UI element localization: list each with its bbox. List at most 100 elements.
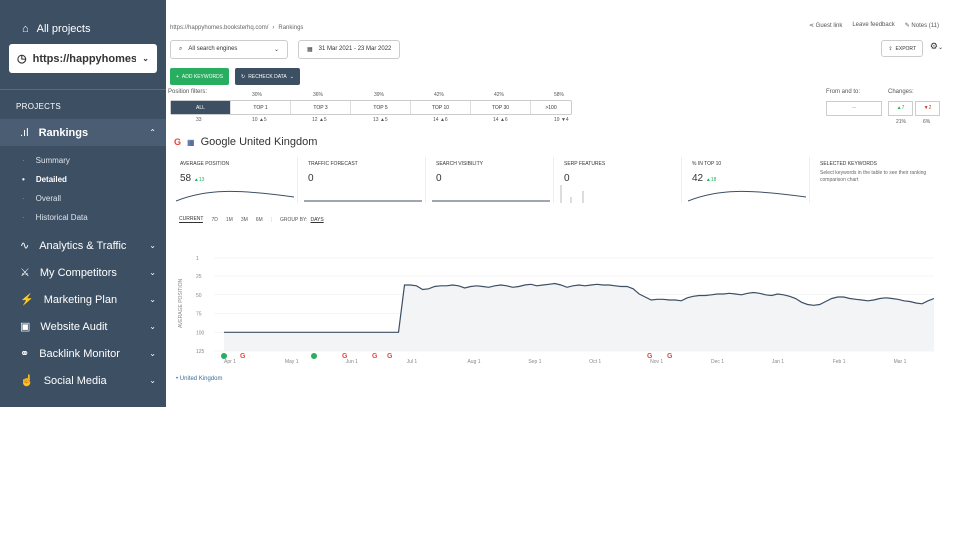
x-tick-label: Apr 1 <box>224 359 236 365</box>
sidebar-item-rankings[interactable]: .ıl Rankings ⌃ <box>0 119 166 146</box>
google-update-icon: G <box>667 353 673 360</box>
x-tick-label: Jul 1 <box>407 359 418 365</box>
google-update-icon: G <box>387 353 393 360</box>
chevron-down-icon: ⌄ <box>149 295 156 304</box>
all-projects-link[interactable]: ⌂ All projects <box>0 18 166 40</box>
x-tick-label: Jan 1 <box>772 359 784 365</box>
card-label: SEARCH VISIBILITY <box>436 161 483 167</box>
recheck-data-button[interactable]: ↻ RECHECK DATA ⌄ <box>235 68 300 85</box>
tab-6m[interactable]: 6M <box>255 216 263 223</box>
card-label: % IN TOP 10 <box>692 161 722 167</box>
tab-current[interactable]: CURRENT <box>179 216 204 223</box>
sidebar-item-backlinks[interactable]: ⚭ Backlink Monitor ⌄ <box>0 340 166 367</box>
card-label: SELECTED KEYWORDS <box>820 161 877 167</box>
y-tick-label: 100 <box>196 330 205 336</box>
filter-tab-top3[interactable]: TOP 3 <box>291 101 351 114</box>
y-axis-label: AVERAGE POSITION <box>178 279 184 328</box>
main-content: https://happyhomes.booksterhq.com/ › Ran… <box>166 18 959 407</box>
filter-count: 14 ▲6 <box>433 117 448 123</box>
card-average-position[interactable]: AVERAGE POSITION 58 ▲13 <box>170 157 298 203</box>
guest-link[interactable]: ⋖ Guest link <box>809 22 842 29</box>
summary-label: Summary <box>35 156 70 165</box>
export-button[interactable]: ⇪ EXPORT <box>881 40 923 57</box>
filter-tab-all[interactable]: ALL <box>171 101 231 114</box>
filter-tab-top30[interactable]: TOP 30 <box>471 101 531 114</box>
sub-item-overall[interactable]: · Overall <box>0 189 166 208</box>
chevron-down-icon: ⌄ <box>289 73 294 80</box>
period-tabs: CURRENT 7D 1M 3M 6M | GROUP BY: DAYS <box>166 216 959 223</box>
leave-feedback-link[interactable]: Leave feedback <box>852 22 895 28</box>
domain-value: https://happyhomes.... <box>32 52 137 65</box>
group-by-label: GROUP BY: <box>280 216 308 223</box>
sidebar-item-audit[interactable]: ▣ Website Audit ⌄ <box>0 313 166 340</box>
filter-tab-over100[interactable]: >100 <box>545 104 557 111</box>
clock-icon: ◷ <box>17 53 27 65</box>
card-serp-features[interactable]: SERP FEATURES 0 <box>554 157 682 203</box>
add-keywords-button[interactable]: + ADD KEYWORDS <box>170 68 230 85</box>
notes-label: Notes (11) <box>911 23 939 29</box>
metric-cards: AVERAGE POSITION 58 ▲13 TRAFFIC FORECAST… <box>166 157 959 203</box>
changes-down-box[interactable]: ▼2 <box>915 101 940 116</box>
sub-item-historical[interactable]: · Historical Data <box>0 208 166 227</box>
tab-3m[interactable]: 3M <box>240 216 248 223</box>
changes-up-pct: 21% <box>896 119 907 125</box>
position-filters-label: Position filters: <box>168 89 208 95</box>
card-search-visibility[interactable]: SEARCH VISIBILITY 0 <box>426 157 554 203</box>
search-engine-select[interactable]: ⌕ All search engines ⌄ <box>170 39 288 59</box>
x-tick-label: Jun 1 <box>346 359 358 365</box>
settings-button[interactable]: ⚙⌄ <box>930 41 943 52</box>
search-engine-heading: G ▦ Google United Kingdom <box>166 133 959 151</box>
chevron-down-icon: ⌄ <box>149 241 156 250</box>
bullet-icon: · <box>22 156 25 165</box>
tab-1m[interactable]: 1M <box>225 216 233 223</box>
sub-item-detailed[interactable]: • Detailed <box>0 170 166 189</box>
marketing-icon: ⚡ <box>20 294 34 306</box>
chevron-up-icon: ⌃ <box>149 128 156 137</box>
filter-count: 14 ▲6 <box>493 117 508 123</box>
sidebar-item-marketing[interactable]: ⚡ Marketing Plan ⌄ <box>0 286 166 313</box>
breadcrumb-site[interactable]: https://happyhomes.booksterhq.com/ <box>170 25 269 31</box>
date-range-picker[interactable]: ▦ 31 Mar 2021 - 23 Mar 2022 <box>298 39 401 59</box>
filter-tab-top10[interactable]: TOP 10 <box>411 101 471 114</box>
y-tick-label: 75 <box>196 312 202 318</box>
y-tick-label: 25 <box>196 274 202 280</box>
export-label: EXPORT <box>895 45 916 52</box>
sidebar-item-analytics[interactable]: ∿ Analytics & Traffic ⌄ <box>0 232 166 259</box>
sub-item-summary[interactable]: · Summary <box>0 151 166 170</box>
filter-count: 13 ▲5 <box>373 117 388 123</box>
sidebar: ⌂ All projects ◷ https://happyhomes.... … <box>0 0 166 407</box>
filter-tab-top5[interactable]: TOP 5 <box>351 101 411 114</box>
chevron-down-icon: ⌄ <box>149 322 156 331</box>
domain-selector[interactable]: ◷ https://happyhomes.... ⌄ <box>9 44 157 73</box>
filter-pct: 42% <box>494 92 505 98</box>
card-percent-top10[interactable]: % IN TOP 10 42 ▲18 <box>682 157 810 203</box>
sidebar-item-competitors[interactable]: ⚔ My Competitors ⌄ <box>0 259 166 286</box>
bullet-icon: · <box>22 194 25 203</box>
backlinks-label: Backlink Monitor <box>39 347 120 360</box>
filter-pct: 30% <box>252 92 263 98</box>
breadcrumb: https://happyhomes.booksterhq.com/ › Ran… <box>166 18 959 38</box>
tab-7d[interactable]: 7D <box>211 216 218 223</box>
from-and-to-input[interactable]: – <box>826 101 882 116</box>
card-traffic-forecast[interactable]: TRAFFIC FORECAST 0 <box>298 157 426 203</box>
x-tick-label: Nov 1 <box>650 359 663 365</box>
x-tick-label: Mar 1 <box>894 359 907 365</box>
changes-up-box[interactable]: ▲7 <box>888 101 913 116</box>
card-delta: ▲18 <box>705 177 717 183</box>
pulse-icon: ∿ <box>20 240 30 252</box>
social-label: Social Media <box>43 374 107 387</box>
projects-section-label: PROJECTS <box>0 89 166 119</box>
edit-icon: ✎ <box>904 23 912 29</box>
notes-button[interactable]: ✎ Notes (11) <box>905 22 939 29</box>
filter-tab-top1[interactable]: TOP 1 <box>231 101 291 114</box>
card-label: SERP FEATURES <box>564 161 606 167</box>
card-selected-keywords: SELECTED KEYWORDS Select keywords in the… <box>810 157 938 203</box>
sidebar-item-social[interactable]: ☝ Social Media ⌄ <box>0 367 166 394</box>
competitors-icon: ⚔ <box>20 267 30 279</box>
x-tick-label: Sep 1 <box>528 359 541 365</box>
plus-icon: + <box>176 73 179 80</box>
google-update-icon: G <box>647 353 653 360</box>
group-by-select[interactable]: DAYS <box>310 216 324 223</box>
link-icon: ⚭ <box>20 348 30 360</box>
recheck-label: RECHECK DATA <box>248 73 287 80</box>
